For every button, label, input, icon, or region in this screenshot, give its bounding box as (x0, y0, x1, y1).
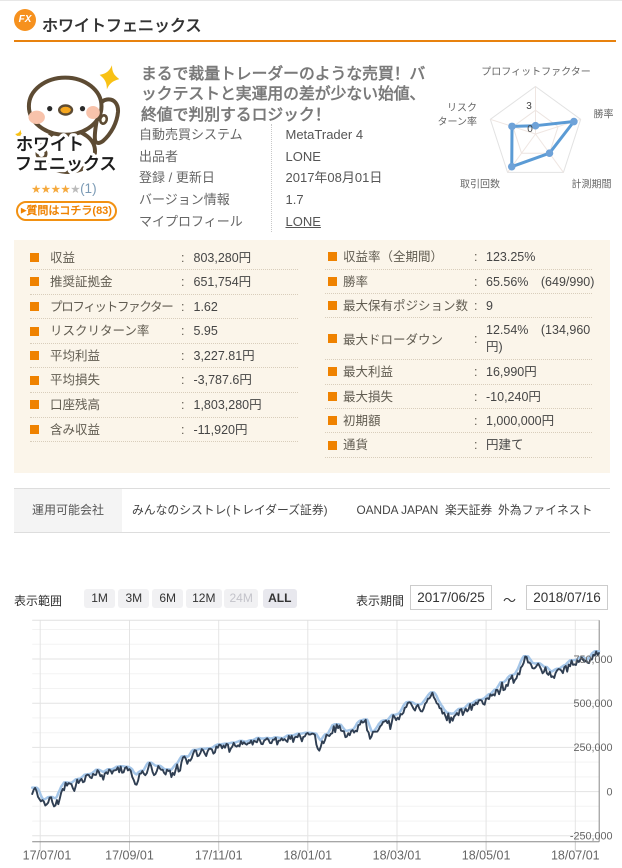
svg-text:17/09/01: 17/09/01 (105, 849, 154, 863)
svg-text:3: 3 (526, 101, 532, 112)
svg-text:0: 0 (527, 124, 533, 135)
svg-text:リスク: リスク (447, 102, 477, 114)
svg-text:250,000: 250,000 (573, 742, 612, 754)
svg-text:勝率: 勝率 (594, 108, 614, 121)
svg-text:-250,000: -250,000 (570, 831, 613, 843)
svg-text:750,000: 750,000 (573, 654, 612, 666)
svg-text:17/07/01: 17/07/01 (23, 849, 72, 863)
svg-text:プロフィットファクター: プロフィットファクター (481, 66, 590, 78)
svg-text:18/05/01: 18/05/01 (462, 849, 511, 863)
svg-text:取引回数: 取引回数 (460, 178, 500, 191)
svg-text:ターン率: ターン率 (438, 115, 478, 128)
svg-text:計測期間: 計測期間 (572, 178, 612, 191)
svg-text:18/03/01: 18/03/01 (373, 849, 422, 863)
svg-text:18/07/01: 18/07/01 (551, 849, 600, 863)
svg-text:18/01/01: 18/01/01 (283, 849, 332, 863)
svg-text:0: 0 (606, 786, 612, 798)
svg-text:ホワイト: ホワイト (16, 135, 84, 154)
svg-text:フェニックス: フェニックス (15, 155, 117, 174)
svg-text:500,000: 500,000 (573, 698, 612, 710)
svg-text:ホワイト: ホワイト (16, 135, 84, 154)
svg-text:フェニックス: フェニックス (15, 155, 117, 174)
svg-text:17/11/01: 17/11/01 (195, 849, 243, 863)
